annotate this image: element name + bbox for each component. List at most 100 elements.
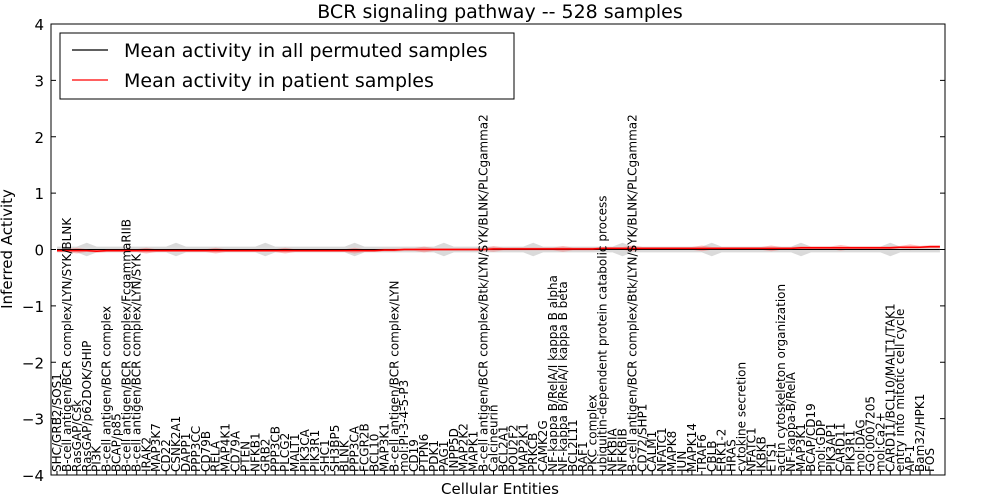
x-tick-label: CD19 [407, 439, 421, 472]
x-tick-label: GO:0007205 [863, 396, 877, 472]
x-tick-label: ERK1-2 [715, 429, 729, 472]
x-tick-label: mol:DAG [854, 419, 868, 472]
x-tick-label: BLNK [338, 439, 352, 472]
x-tick-label: CALM1 [645, 431, 659, 472]
x-tick-label: MAP3K7 [149, 423, 163, 472]
x-tick-label: entry into mitotic cell cycle [893, 309, 907, 472]
x-tick-label: CARD11 [834, 423, 848, 472]
x-tick-label: B-cell antigen/BCR complex/Btk/LYN/SYK/B… [477, 114, 491, 472]
x-tick-label: PIK3AP1 [824, 423, 838, 472]
x-tick-label: PPP3CA [348, 425, 362, 472]
x-tick-label: MAPK8 [665, 431, 679, 472]
x-tick-label: mol:PI-3-4-5-P3 [397, 380, 411, 472]
legend: Mean activity in all permuted samples Me… [59, 32, 515, 100]
x-tick-label: CD79A [229, 430, 243, 472]
x-tick-label: NFATC1 [744, 427, 758, 472]
x-tick-label: NF-kappa B/RelA/I kappa B beta [556, 281, 570, 472]
chart-title: BCR signaling pathway -- 528 samples [317, 1, 683, 23]
y-tick-label: 2 [34, 129, 44, 147]
x-tick-label: DAPP1 [179, 433, 193, 472]
x-tick-label: MAP2K1 [516, 423, 530, 472]
x-tick-label: actin cytoskeleton organization [774, 284, 788, 472]
x-tick-label: Calcineurin [487, 405, 501, 472]
x-tick-label: JUN [675, 451, 689, 473]
x-tick-label: MAP2K2 [457, 423, 471, 472]
x-tick-label: BCL10 [367, 434, 381, 472]
x-tick-label: GRB2 [258, 438, 272, 472]
x-tick-label: MAP3K1 [794, 423, 808, 472]
x-tick-label: HRAS [725, 439, 739, 472]
y-tick-label: 1 [34, 185, 44, 203]
x-tick-label: BCAP/p85 [110, 413, 124, 472]
x-tick-label: MAPK1 [467, 431, 481, 472]
x-tick-label: PKC complex [586, 395, 600, 473]
x-tick-label: B-cell antigen/BCR complex/Btk/LYN/SYK/B… [625, 114, 639, 472]
x-tick-label: NFKBIA [606, 427, 620, 472]
x-tick-label: PIK3R1 [308, 430, 322, 472]
x-tick-label: Bam32/HPK1 [913, 394, 927, 472]
x-tick-label: RasGAP/p62DOK/SHIP [80, 341, 94, 472]
y-tick-label: 4 [34, 16, 44, 34]
x-tick-label: BCAP/CD19 [804, 403, 818, 472]
x-tick-label: mol:GDP [814, 420, 828, 472]
y-tick-label: 3 [34, 72, 44, 90]
series-lines [57, 245, 940, 252]
x-tick-label: MAP4K1 [219, 423, 233, 472]
x-tick-label: RELA [209, 440, 223, 472]
series-line-1 [57, 245, 940, 252]
x-tick-label: PRKCB [526, 433, 540, 472]
x-tick-label: SHC1 [318, 439, 332, 472]
x-tick-label: NF-kappa B/RelA/I kappa B alpha [546, 275, 560, 472]
x-tick-label: ubiquitin-dependent protein catabolic pr… [596, 196, 610, 472]
legend-label-permuted: Mean activity in all permuted samples [124, 40, 487, 62]
x-tick-label: B-cell antigen/BCR complex/LYN/SYK [129, 252, 143, 472]
x-axis-ticks [56, 471, 931, 475]
x-tick-label: NFKBIB [615, 428, 629, 472]
x-tick-label: NFATC1 [655, 427, 669, 472]
x-tick-label: PAG1 [437, 441, 451, 472]
legend-label-patient: Mean activity in patient samples [124, 70, 434, 92]
x-tick-label: B-cell antigen/BCR complex/FcgammaRIIB [119, 219, 133, 472]
x-tick-label: TRAF6 [695, 434, 709, 473]
x-tick-label: PPP3CC [189, 426, 203, 472]
x-tick-label: RasGAP/Csk [70, 400, 84, 472]
x-tick-label: cytokine secretion [735, 362, 749, 472]
x-tick-label: CD79B [199, 431, 213, 472]
x-tick-label: PI3K [90, 445, 104, 472]
x-axis-label: Cellular Entities [441, 480, 559, 498]
y-tick-label: −2 [22, 354, 44, 372]
x-tick-label: NFKB1 [248, 432, 262, 472]
x-tick-label: ETS1 [764, 442, 778, 472]
x-tick-label: MALT1 [288, 433, 302, 472]
x-tick-label: PIK3R1 [844, 430, 858, 472]
y-axis-label: Inferred Activity [0, 189, 16, 309]
x-tick-label: PTPN6 [417, 434, 431, 472]
y-axis: −4 −3 −2 −1 0 1 2 3 4 [22, 16, 945, 485]
x-tick-label: B-cell antigen/BCR complex/LYN [387, 280, 401, 472]
x-tick-label: BCL2A1 [496, 425, 510, 472]
y-tick-label: −3 [22, 411, 44, 429]
x-tick-label: CBLB [705, 440, 719, 472]
x-tick-label: CD72/SHP1 [635, 404, 649, 472]
x-tick-label: FCGR2B [358, 423, 372, 472]
x-tick-label: INPP5D [447, 428, 461, 472]
x-tick-label: IKBKB [754, 436, 768, 472]
x-tick-label: CAMK2G [536, 420, 550, 472]
x-tick-label: PIK3CA [298, 428, 312, 472]
x-tick-label: BCL2L11 [566, 419, 580, 472]
x-tick-label: IRAK2 [139, 437, 153, 472]
x-tick-label: SHC/GRB2/SOS1 [50, 373, 64, 472]
y-tick-label: −1 [22, 298, 44, 316]
legend-box [59, 32, 515, 100]
x-tick-label: B-cell antigen/BCR complex [100, 306, 114, 472]
x-tick-label: B-cell antigen/BCR complex/LYN/SYK/BLNK [60, 217, 74, 472]
x-tick-label: POU2F2 [506, 424, 520, 472]
x-tick-label: SH3BP5 [328, 425, 342, 472]
x-tick-label: MAPK14 [685, 423, 699, 472]
y-tick-label: −4 [22, 467, 44, 485]
x-tick-label: FOS [923, 448, 937, 472]
x-tick-label: PTEN [238, 441, 252, 472]
x-tick-label: CD22 [159, 439, 173, 472]
